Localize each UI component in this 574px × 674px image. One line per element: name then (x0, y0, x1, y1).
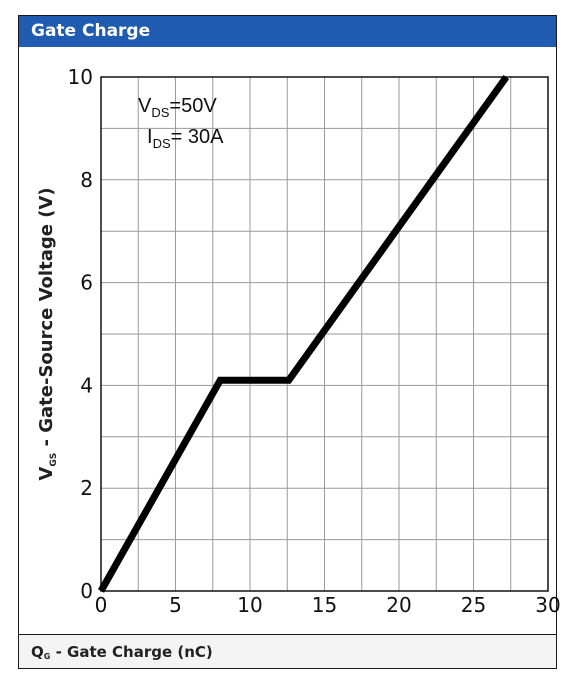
annotation-value: =50V (169, 95, 217, 117)
x-label-subscript: G (43, 652, 51, 661)
annotation-text: IDS= 30A (147, 126, 224, 151)
plot-border (100, 76, 549, 592)
x-axis-label: QG - Gate Charge (nC) (19, 634, 556, 668)
x-tick-label: 20 (386, 593, 411, 617)
annotation-value: = 30A (171, 126, 224, 148)
y-tick-label: 2 (80, 476, 93, 500)
x-tick-label: 5 (169, 593, 182, 617)
annotation-symbol: I (147, 126, 153, 148)
annotation-text: VDS=50V (138, 95, 217, 120)
gate-charge-curve (97, 74, 510, 593)
x-tick-label: 0 (95, 593, 108, 617)
annotation-subscript: DS (153, 136, 171, 151)
y-label-subscript: GS (49, 453, 59, 467)
y-tick-label: 6 (80, 271, 93, 295)
y-label-text: - Gate-Source Voltage (V) (36, 187, 57, 452)
annotation-subscript: DS (151, 105, 169, 120)
x-label-text: - Gate Charge (nC) (50, 643, 213, 661)
y-tick-label: 10 (68, 65, 93, 89)
annotation-symbol: V (138, 95, 152, 117)
x-label-symbol: Q (31, 643, 44, 661)
y-tick-label: 4 (80, 373, 93, 397)
y-label-symbol: V (36, 467, 57, 481)
panel-title: Gate Charge (19, 16, 556, 47)
x-tick-label: 25 (461, 593, 486, 617)
y-tick-label: 0 (80, 579, 93, 603)
y-axis-label: VGS - Gate-Source Voltage (V) (36, 187, 59, 480)
x-tick-label: 15 (312, 593, 337, 617)
y-tick-label: 8 (80, 168, 93, 192)
x-tick-label: 10 (237, 593, 262, 617)
x-tick-label: 30 (535, 593, 560, 617)
